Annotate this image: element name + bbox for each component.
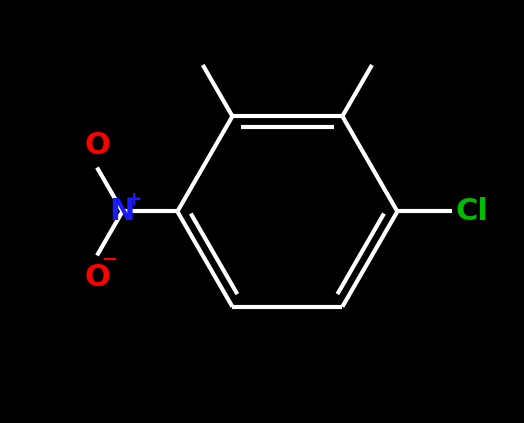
- Text: N: N: [110, 197, 135, 226]
- Text: −: −: [102, 250, 118, 269]
- Text: O: O: [84, 263, 110, 292]
- Text: +: +: [126, 190, 143, 209]
- Text: O: O: [84, 131, 110, 160]
- Text: Cl: Cl: [456, 197, 488, 226]
